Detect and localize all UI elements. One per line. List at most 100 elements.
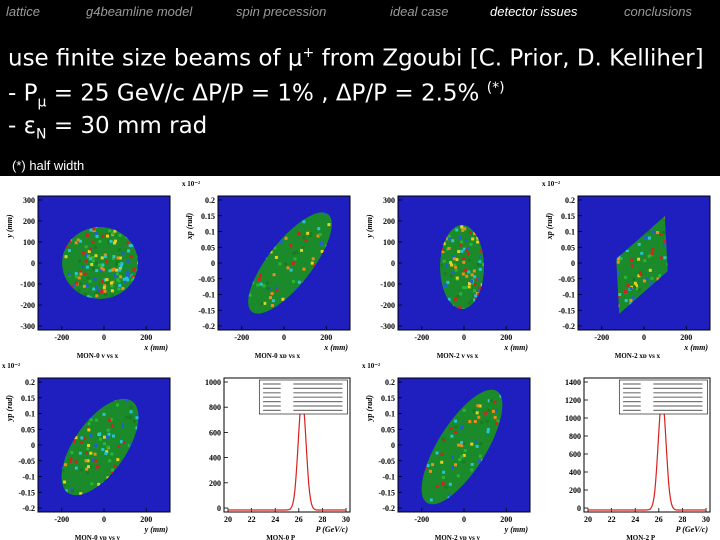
plot-svg: 0.2 0.15 0.1 0.05 0 -0.05 -0.1 -0.15 -0.2 -200 0 20… bbox=[362, 362, 531, 540]
navigation-bar: lattice g4beamline model spin precession… bbox=[0, 0, 720, 26]
y-tick-label: 0.2 bbox=[25, 378, 35, 387]
x-axis-label: x (mm) bbox=[323, 343, 348, 352]
momentum-histogram bbox=[228, 397, 346, 511]
axis-exponent: x 10⁻² bbox=[362, 362, 380, 370]
y-tick-label: 0 bbox=[217, 504, 221, 513]
plot-title: MON-2 xp vs x bbox=[615, 352, 661, 358]
plot-svg: 0.2 0.15 0.1 0.05 0 -0.05 -0.1 -0.15 -0.2 -200 0 20… bbox=[542, 180, 711, 358]
x-tick-label: 26 bbox=[655, 515, 663, 524]
x-tick-label: 0 bbox=[282, 333, 286, 342]
axis-exponent: x 10⁻² bbox=[2, 362, 20, 370]
plot-grid: 300 200 100 0 -100 -200 -300 -200 0 200 y (mm) x (m… bbox=[0, 176, 720, 540]
y-axis-label: xp (rad) bbox=[185, 212, 194, 240]
nav-item-conclusions[interactable]: conclusions bbox=[624, 4, 692, 19]
y-tick-label: 600 bbox=[209, 428, 221, 437]
y-tick-label: -300 bbox=[20, 322, 35, 331]
headline-line-3-a: - ε bbox=[8, 113, 37, 139]
y-tick-label: 0.1 bbox=[385, 410, 395, 419]
axis-exponent: x 10⁻² bbox=[542, 180, 560, 188]
y-tick-label: -200 bbox=[20, 301, 35, 310]
x-tick-label: -200 bbox=[54, 333, 69, 342]
axis-exponent: x 10⁻² bbox=[182, 180, 200, 188]
x-axis-label: P (GeV/c) bbox=[676, 525, 709, 534]
nav-item-lattice[interactable]: lattice bbox=[6, 4, 40, 19]
y-tick-label: 200 bbox=[569, 486, 581, 495]
plot-svg: 300 200 100 0 -100 -200 -300 -200 0 200 y (mm) x (m… bbox=[5, 195, 171, 358]
y-tick-label: -0.15 bbox=[558, 306, 575, 315]
y-tick-label: 0.1 bbox=[565, 228, 575, 237]
nav-item-ideal-case[interactable]: ideal case bbox=[390, 4, 449, 19]
y-tick-label: -0.15 bbox=[378, 488, 395, 497]
y-tick-label: 300 bbox=[23, 196, 35, 205]
headline-line-3-b: = 30 mm rad bbox=[46, 113, 208, 139]
y-tick-label: -100 bbox=[20, 280, 35, 289]
y-tick-label: 0.2 bbox=[385, 378, 395, 387]
y-tick-label: -0.1 bbox=[202, 291, 215, 300]
y-tick-label: 0 bbox=[391, 259, 395, 268]
y-tick-label: -0.2 bbox=[202, 322, 215, 331]
plot-mon2-xp-vs-x: 0.2 0.15 0.1 0.05 0 -0.05 -0.1 -0.15 -0.2 -200 0 20… bbox=[540, 176, 720, 358]
plot-svg: 0.2 0.15 0.1 0.05 0 -0.05 -0.1 -0.15 -0.2 -200 0 20… bbox=[182, 180, 351, 358]
x-tick-label: 28 bbox=[678, 515, 686, 524]
plot-svg: 1000 800 600 400 200 020 22 24 26 28 30P (GeV/c) MO… bbox=[205, 377, 351, 540]
y-tick-label: 0.2 bbox=[205, 196, 215, 205]
x-tick-label: -200 bbox=[234, 333, 249, 342]
x-tick-label: 20 bbox=[224, 515, 232, 524]
plot-svg: 300 200 100 0 -100 -200 -300 -200 0 200 y (mm) x (m… bbox=[365, 195, 531, 358]
y-tick-label: -0.05 bbox=[378, 457, 395, 466]
x-tick-label: -200 bbox=[414, 333, 429, 342]
x-tick-label: 200 bbox=[680, 333, 692, 342]
headline-line-2-sup: (*) bbox=[486, 80, 505, 96]
plot-title: MON-0 xp vs x bbox=[255, 352, 301, 358]
y-tick-label: -0.2 bbox=[22, 504, 35, 513]
y-axis-label: y (mm) bbox=[5, 214, 14, 239]
momentum-histogram bbox=[588, 397, 706, 511]
y-tick-label: 600 bbox=[569, 450, 581, 459]
y-axis-label: xp (rad) bbox=[545, 212, 554, 240]
y-tick-label: 200 bbox=[383, 217, 395, 226]
y-tick-label: 200 bbox=[209, 479, 221, 488]
plot-mon2-p: 1400 1200 1000 800 600 400 200 0 20 22 24 26 28 30 P (… bbox=[540, 358, 720, 540]
x-tick-label: 200 bbox=[500, 515, 512, 524]
y-tick-label: -0.1 bbox=[382, 473, 395, 482]
y-tick-label: 0 bbox=[391, 441, 395, 450]
nav-item-g4beamline-model[interactable]: g4beamline model bbox=[86, 4, 193, 19]
y-tick-label: 400 bbox=[209, 454, 221, 463]
headline-line-1-rest: from Zgoubi [C. Prior, D. Kelliher] bbox=[314, 45, 704, 72]
headline-line-1-sup: + bbox=[302, 45, 315, 61]
x-tick-label: 200 bbox=[320, 333, 332, 342]
nav-item-spin-precession[interactable]: spin precession bbox=[236, 4, 327, 19]
y-tick-label: 800 bbox=[209, 403, 221, 412]
x-tick-label: 200 bbox=[140, 333, 152, 342]
headline-line-3: - εN = 30 mm rad bbox=[8, 113, 207, 143]
plot-mon0-xp-vs-x: 0.2 0.15 0.1 0.05 0 -0.05 -0.1 -0.15 -0.2 -200 0 20… bbox=[180, 176, 360, 358]
plot-mon0-p: 1000 800 600 400 200 0 20 22 24 26 28 30 P (GeV/c) MO… bbox=[180, 358, 360, 540]
y-tick-label: 0 bbox=[577, 504, 581, 513]
plot-title: MON-0 P bbox=[266, 534, 296, 540]
stats-box bbox=[618, 379, 708, 415]
y-tick-label: 0.05 bbox=[21, 425, 35, 434]
plot-mon2-y-vs-x: 300 200 100 0 -100 -200 -300 -200 0 200 y (mm) x (m… bbox=[360, 176, 540, 358]
nav-item-detector-issues[interactable]: detector issues bbox=[490, 4, 578, 19]
y-tick-label: 0 bbox=[571, 259, 575, 268]
y-tick-label: -0.2 bbox=[562, 322, 575, 331]
y-tick-label: 0.15 bbox=[381, 394, 395, 403]
y-tick-label: 0.1 bbox=[25, 410, 35, 419]
x-tick-label: -200 bbox=[54, 515, 69, 524]
y-tick-label: -0.1 bbox=[562, 291, 575, 300]
y-tick-label: 1000 bbox=[205, 378, 221, 387]
x-tick-label: 24 bbox=[271, 515, 279, 524]
y-tick-label: 0.15 bbox=[561, 212, 575, 221]
plot-title: MON-0 yp vs y bbox=[75, 534, 121, 540]
plot-title: MON-2 yp vs y bbox=[435, 534, 481, 540]
y-tick-label: -300 bbox=[380, 322, 395, 331]
y-tick-label: -100 bbox=[380, 280, 395, 289]
x-tick-label: 0 bbox=[462, 333, 466, 342]
plot-title: MON-2 y vs x bbox=[437, 352, 479, 358]
y-tick-label: 0.1 bbox=[205, 228, 215, 237]
x-axis-label: P (GeV/c) bbox=[316, 525, 349, 534]
x-tick-label: 0 bbox=[642, 333, 646, 342]
plot-mon2-yp-vs-y: 0.2 0.15 0.1 0.05 0 -0.05 -0.1 -0.15 -0.2 -200 0 20… bbox=[360, 358, 540, 540]
plot-title: MON-0 y vs x bbox=[77, 352, 119, 358]
y-tick-label: -0.15 bbox=[198, 306, 215, 315]
